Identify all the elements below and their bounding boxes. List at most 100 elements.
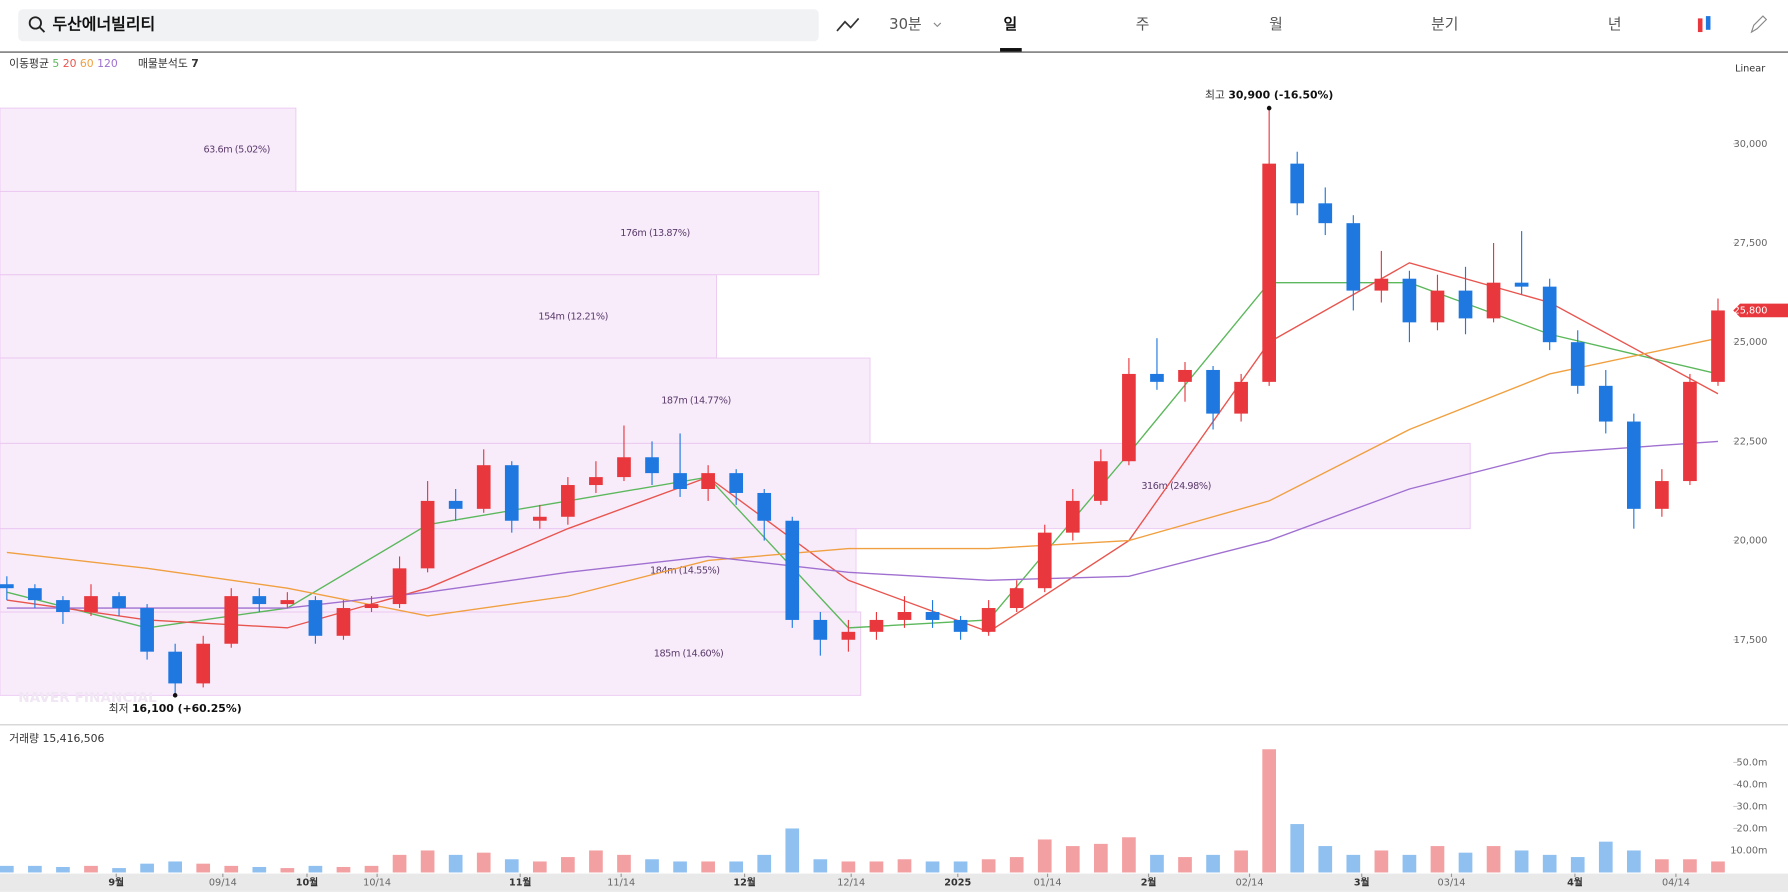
volume-bar xyxy=(280,868,295,873)
volume-bar xyxy=(0,865,14,873)
volume-bar xyxy=(56,866,70,873)
volume-bar xyxy=(1655,859,1669,873)
candle-body xyxy=(1570,342,1585,386)
volume-bar xyxy=(28,865,42,873)
tab[interactable]: 일 xyxy=(1003,16,1017,33)
volume-bar xyxy=(252,866,267,873)
profile-label: 187m (14.77%) xyxy=(661,396,731,407)
tab[interactable]: 년 xyxy=(1608,16,1622,33)
x-tick-label: 12월 xyxy=(733,877,755,889)
candle-body xyxy=(84,596,98,612)
candle-body xyxy=(1037,532,1052,589)
volume-title: 거래량 xyxy=(9,732,39,745)
candle-body xyxy=(645,457,659,474)
profile-label: 63.6m (5.02%) xyxy=(203,145,270,156)
price-tag xyxy=(1733,303,1788,318)
candle-icon[interactable] xyxy=(1705,16,1711,30)
search-text: 두산에너빌리티 xyxy=(52,15,155,34)
profile-label: 176m (13.87%) xyxy=(620,228,690,239)
volume-bar xyxy=(1262,749,1277,873)
interval-selector[interactable]: 30분 xyxy=(889,16,921,33)
candle-body xyxy=(785,520,800,620)
candle-body xyxy=(280,600,295,605)
candle-body xyxy=(869,619,884,632)
candle-body xyxy=(168,651,182,684)
volume-bar xyxy=(1150,854,1164,873)
candle-body xyxy=(1402,278,1417,323)
volume-bar xyxy=(841,861,856,873)
search-icon xyxy=(28,16,42,30)
x-tick-label: 10/14 xyxy=(363,878,391,889)
x-tick-label: 04/14 xyxy=(1662,878,1690,889)
price-tag-label: 25,800 xyxy=(1734,305,1768,316)
candle-body xyxy=(28,588,42,601)
candle-body xyxy=(925,611,940,620)
volume-tick-label: 50.0m xyxy=(1736,757,1767,768)
candle-body xyxy=(56,600,70,612)
tab[interactable]: 월 xyxy=(1269,16,1283,33)
volume-bar xyxy=(1094,843,1108,873)
volume-bar xyxy=(420,850,435,873)
y-tick-label: 22,500 xyxy=(1734,436,1768,447)
volume-bar xyxy=(1290,824,1305,873)
candle-icon[interactable] xyxy=(1697,18,1703,33)
volume-bar xyxy=(532,861,547,873)
candle-body xyxy=(729,473,744,493)
candle-body xyxy=(336,608,351,636)
volume-bar xyxy=(448,854,463,873)
candle-body xyxy=(224,596,239,644)
candle-body xyxy=(1598,385,1613,422)
volume-bar xyxy=(645,859,659,873)
moving-average xyxy=(6,337,1719,617)
profile-legend[interactable]: 매물분석도 7 xyxy=(138,57,199,70)
volume-bar xyxy=(1178,857,1192,873)
volume-tick-label: 30.0m xyxy=(1736,801,1767,812)
chart-type-icon[interactable] xyxy=(836,17,860,32)
candle-body xyxy=(0,584,14,589)
legend-label: 이동평균 xyxy=(9,57,49,70)
volume-bar xyxy=(897,859,912,873)
volume-tick-label: 10.00m xyxy=(1730,845,1767,856)
x-tick-label: 2025 xyxy=(944,878,971,889)
volume-bar xyxy=(1037,839,1052,873)
ma-legend[interactable]: 이동평균 5 20 60 120 xyxy=(9,57,118,70)
candle-body xyxy=(813,619,828,640)
tab[interactable]: 주 xyxy=(1136,16,1150,33)
volume-bar xyxy=(224,865,239,873)
x-tick-label: 03/14 xyxy=(1438,878,1466,889)
candle-body xyxy=(1655,481,1669,509)
x-tick-label: 3월 xyxy=(1354,877,1370,889)
extreme-marker xyxy=(172,693,178,698)
profile-label: 185m (14.60%) xyxy=(654,649,724,660)
volume-bar xyxy=(1430,846,1445,873)
candle-body xyxy=(1122,373,1136,462)
volume-bar xyxy=(364,865,379,873)
volume-bar xyxy=(168,861,182,873)
candle-body xyxy=(1262,163,1277,382)
plot: 최고 30,900 (-16.50%) 최저 16,100 (+60.25%) 25,8… xyxy=(0,89,1788,715)
volume-bar xyxy=(1346,854,1361,873)
candle-body xyxy=(1009,588,1024,609)
volume-bar xyxy=(617,854,631,873)
volume-bar xyxy=(196,863,211,873)
legend-entry: 120 xyxy=(97,57,118,70)
annotation-label: 최저 xyxy=(109,702,129,715)
candle-body xyxy=(841,631,856,640)
candle-body xyxy=(673,473,687,489)
scale-mode[interactable]: Linear xyxy=(1735,64,1765,75)
volume-bar xyxy=(1065,846,1080,873)
candle-body xyxy=(1514,282,1529,287)
volume-legend: 거래량 15,416,506 xyxy=(9,732,104,745)
annotation-value: 16,100 (+60.25%) xyxy=(132,702,242,715)
watermark: NAVER FINANCIAL xyxy=(18,690,157,706)
volume-bar xyxy=(757,854,772,873)
volume-bar xyxy=(589,850,603,873)
tab[interactable]: 분기 xyxy=(1431,16,1458,33)
annotation-label: 최고 xyxy=(1205,89,1225,102)
profile-bar xyxy=(0,190,820,276)
search-box[interactable] xyxy=(18,9,819,42)
candle-body xyxy=(392,568,407,605)
draw-icon[interactable] xyxy=(1750,15,1768,34)
legend-entry: 20 xyxy=(63,57,77,70)
